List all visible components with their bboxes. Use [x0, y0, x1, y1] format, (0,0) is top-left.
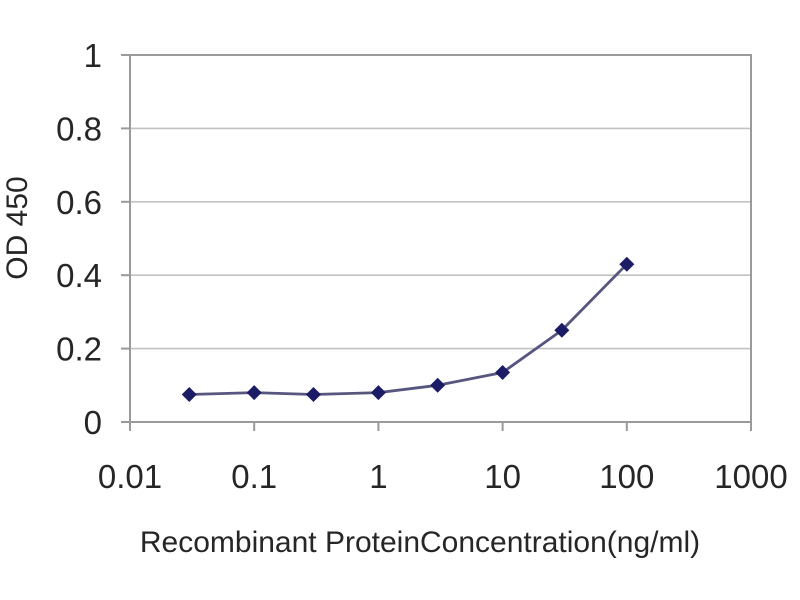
data-point-marker	[495, 364, 511, 380]
data-point-marker	[181, 386, 197, 402]
y-tick-label: 0	[84, 404, 102, 441]
gridlines-layer	[130, 127, 751, 350]
series-line	[189, 263, 628, 396]
x-tick-label: 100	[599, 458, 654, 495]
y-axis-title: OD 450	[1, 176, 34, 279]
x-tick-label: 10	[484, 458, 521, 495]
y-tick-label: 0.4	[56, 257, 102, 294]
y-tick-label: 0.8	[56, 110, 102, 147]
data-point-marker	[554, 322, 570, 338]
y-tick-label: 0.2	[56, 331, 102, 368]
x-axis-title: Recombinant ProteinConcentration(ng/ml)	[140, 526, 700, 559]
x-tick-label: 1000	[714, 458, 787, 495]
data-point-marker	[619, 256, 635, 272]
data-point-marker	[305, 386, 321, 402]
x-tick-label: 0.1	[231, 458, 277, 495]
y-tick-label: 0.6	[56, 184, 102, 221]
data-point-marker	[430, 377, 446, 393]
x-tick-label: 0.01	[98, 458, 162, 495]
plot-frame	[129, 54, 752, 423]
data-series-layer	[181, 256, 635, 402]
axes-layer	[121, 54, 752, 431]
y-tick-label: 1	[84, 37, 102, 74]
tick-labels-layer: 0.01 0.1 1 10 100 1000 0 0.2 0.4 0.6 0.8 1	[56, 37, 788, 495]
x-tick-label: 1	[369, 458, 387, 495]
data-point-marker	[370, 385, 386, 401]
data-point-marker	[246, 385, 262, 401]
